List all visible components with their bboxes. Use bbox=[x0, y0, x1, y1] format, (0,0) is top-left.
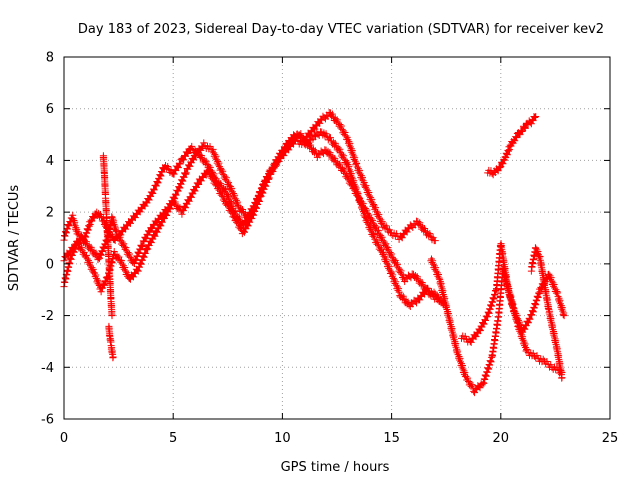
y-tick-label: -2 bbox=[41, 309, 54, 324]
y-tick-label: 4 bbox=[46, 154, 54, 169]
series-markers bbox=[527, 244, 566, 382]
y-tick-label: -4 bbox=[41, 361, 54, 376]
series-markers bbox=[457, 240, 568, 346]
x-axis-label: GPS time / hours bbox=[281, 460, 390, 475]
data-points bbox=[60, 109, 568, 397]
series-markers bbox=[105, 322, 117, 362]
series-track-d bbox=[99, 152, 116, 320]
plot-frame bbox=[63, 56, 611, 420]
x-tick-label: 0 bbox=[60, 431, 68, 446]
series-track-b bbox=[60, 128, 448, 311]
series-markers bbox=[60, 128, 448, 311]
chart-title: Day 183 of 2023, Sidereal Day-to-day VTE… bbox=[78, 22, 604, 37]
x-tick-label: 5 bbox=[169, 431, 177, 446]
series-markers bbox=[99, 152, 116, 320]
series-track-c bbox=[60, 130, 444, 304]
x-tick-label: 15 bbox=[383, 431, 400, 446]
y-tick-label: 0 bbox=[46, 257, 54, 272]
x-tick-label: 20 bbox=[493, 431, 510, 446]
axis-ticks: 0 5 10 15 20 25 -6 -4 -2 0 2 4 6 8 bbox=[41, 51, 618, 447]
x-tick-label: 25 bbox=[602, 431, 619, 446]
series-markers bbox=[60, 130, 444, 304]
series-track-h bbox=[484, 112, 540, 179]
series-track-g bbox=[457, 240, 568, 346]
series-track-e bbox=[105, 322, 117, 362]
series-markers bbox=[484, 112, 540, 179]
series-track-i bbox=[527, 244, 566, 382]
y-tick-label: 6 bbox=[46, 102, 54, 117]
y-tick-label: 8 bbox=[46, 51, 54, 66]
y-tick-label: -6 bbox=[41, 413, 54, 428]
y-tick-label: 2 bbox=[46, 206, 54, 221]
x-tick-label: 10 bbox=[274, 431, 291, 446]
y-axis-label: SDTVAR / TECUs bbox=[7, 185, 22, 292]
